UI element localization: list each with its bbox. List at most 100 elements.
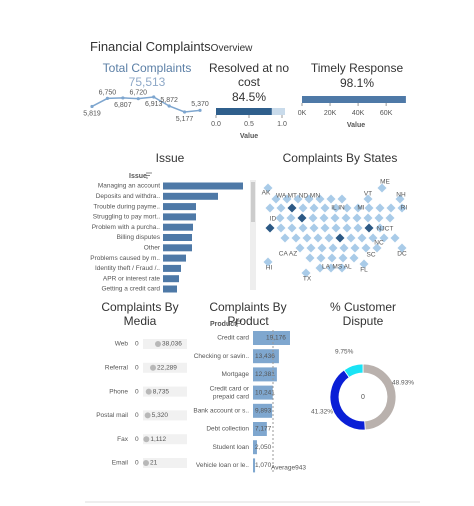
category-label: Other (144, 245, 161, 252)
state-tile (341, 213, 351, 223)
bar (163, 285, 177, 293)
chart-title: Complaints By Media (101, 300, 179, 328)
state-tile (275, 213, 285, 223)
dot (145, 388, 152, 395)
data-label: 7,177 (255, 426, 272, 433)
category-label: Vehicle loan or le.. (196, 462, 249, 469)
state-tile (298, 203, 308, 213)
category-label: Identity theft / Fraud /.. (95, 265, 160, 272)
dot (150, 364, 157, 371)
data-label: 1,070 (255, 462, 272, 469)
point (167, 104, 171, 108)
point (136, 97, 140, 101)
state-tile (357, 233, 367, 243)
state-tile (265, 203, 275, 213)
state-tile (390, 233, 400, 243)
state-tile (374, 213, 384, 223)
category-label: Postal mail (96, 412, 128, 419)
state-label: MI (357, 205, 364, 212)
dot (143, 436, 150, 443)
dashboard-title: Financial ComplaintsOverview (90, 40, 252, 56)
state-label: CA AZ (279, 251, 297, 258)
point (90, 104, 94, 109)
x-tick-label: 0.5 (244, 121, 254, 128)
pct-label: 48.93% (392, 380, 414, 387)
category-label: Billing disputes (117, 234, 161, 241)
state-tile (385, 213, 395, 223)
state-tile (346, 233, 356, 243)
state-tile (309, 223, 319, 233)
state-label: TX (303, 276, 312, 283)
data-label: 6,913 (145, 101, 163, 108)
donut-segment (362, 363, 397, 431)
state-tile (397, 243, 407, 253)
state-tile (317, 243, 327, 253)
track (143, 362, 187, 373)
state-tile (306, 243, 316, 253)
state-tile (395, 194, 405, 204)
data-label: 5,819 (83, 110, 101, 117)
track (143, 434, 187, 445)
state-tile (377, 183, 387, 193)
bar (163, 213, 196, 221)
state-tile (305, 253, 315, 263)
state-tile (265, 223, 275, 233)
column-header: Issue (129, 173, 147, 180)
category-label: Referral (105, 365, 129, 372)
data-label: 1,112 (150, 436, 166, 443)
bar (163, 264, 181, 272)
column-header: Product (210, 321, 237, 328)
category-label: Credit card (217, 335, 249, 342)
state-tile (298, 223, 308, 233)
category-label: APR or interest rate (103, 275, 160, 282)
state-tile (293, 194, 303, 204)
state-tile (328, 243, 338, 253)
state-tile (375, 223, 385, 233)
state-tile (287, 203, 297, 213)
state-tile (337, 194, 347, 204)
state-label: NJCT (377, 226, 394, 233)
state-tile (308, 213, 318, 223)
state-tile (263, 183, 273, 193)
x-tick-label: 1.0 (277, 121, 287, 128)
point (121, 96, 125, 100)
state-tile (349, 253, 359, 263)
data-label: 10,241 (255, 389, 275, 396)
state-label: IL IN (331, 205, 345, 212)
state-tile (330, 213, 340, 223)
data-label: 12,381 (255, 371, 275, 378)
start-label: 0 (135, 412, 139, 419)
bar (253, 422, 267, 436)
headline: 84.5% (231, 90, 267, 104)
state-tile (379, 233, 389, 243)
dot (143, 460, 150, 466)
bar (216, 108, 272, 115)
state-tile (326, 194, 336, 204)
bar (253, 458, 256, 473)
data-label: 5,320 (152, 412, 169, 419)
state-tile (319, 213, 329, 223)
state-tile (315, 263, 325, 273)
data-label: 19,176 (266, 335, 286, 342)
pct-label: 41.32% (311, 409, 333, 416)
x-axis-label: Value (240, 133, 258, 140)
state-tile (327, 253, 337, 263)
category-label: Web (115, 341, 129, 348)
state-tile (271, 194, 281, 204)
state-tile (313, 233, 323, 243)
headline: 98.1% (339, 76, 375, 90)
state-tile (364, 203, 374, 213)
x-tick-label: 0K (298, 110, 307, 117)
data-label: 22,289 (157, 365, 177, 372)
state-tile (337, 263, 347, 273)
headline: 75,513 (128, 75, 166, 89)
data-label: 13,436 (255, 353, 275, 360)
bar (163, 192, 218, 200)
dot (155, 341, 161, 347)
bar (163, 244, 192, 252)
state-label: DC (397, 251, 407, 258)
state-tile (372, 243, 382, 253)
point (198, 108, 202, 112)
state-label: SC (366, 252, 375, 259)
chart-title: Timely Response (310, 61, 404, 75)
